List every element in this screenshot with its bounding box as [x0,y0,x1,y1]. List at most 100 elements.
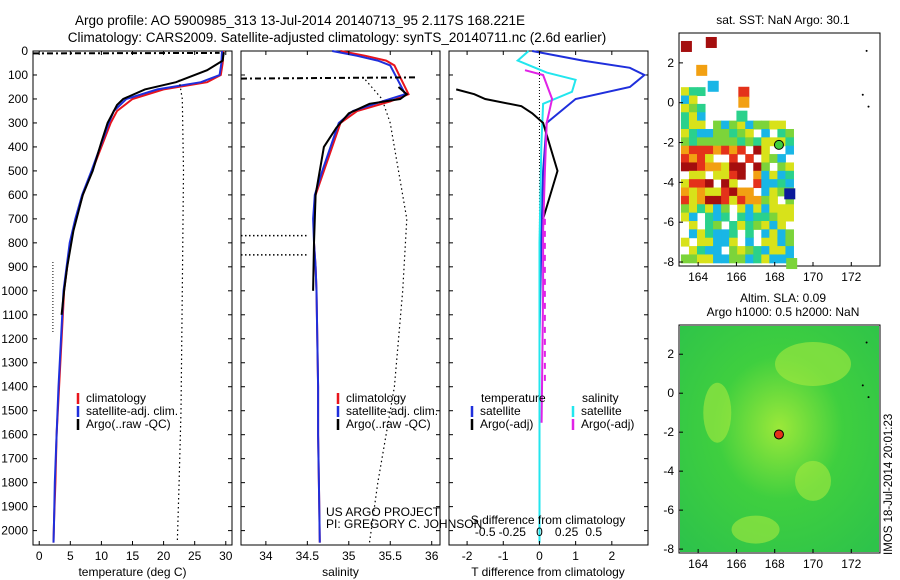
sst-cell [721,179,730,189]
x-tick-label: 34 [259,549,273,563]
sst-cell [753,162,762,172]
legend-label: Argo(-adj) [581,417,634,431]
sst-cell [769,179,778,189]
sst-cell [721,187,730,197]
sst-cell [729,195,738,205]
series-line-salinity-argo-adj- [524,69,554,423]
sst-cell [737,170,746,180]
y-tick-label: -6 [663,215,674,229]
sst-cell [729,179,738,189]
sst-cell [696,128,706,138]
x-tick-label: 2 [608,549,615,563]
sst-cell [753,145,762,155]
sst-cell [745,128,754,138]
sst-cell [729,254,738,264]
island-dot [865,341,868,344]
series-line-argo-adj- [455,88,559,220]
x-tick-label: 170 [803,557,823,571]
sst-cell [785,145,794,155]
sst-map-title: sat. SST: NaN Argo: 30.1 [716,13,850,27]
sst-cell [721,137,730,147]
sst-cell [761,220,770,230]
y-tick-label: 800 [8,236,28,250]
sst-cell [688,128,698,138]
title-line-1: Argo profile: AO 5900985_313 13-Jul-2014… [75,13,525,28]
sst-map-panel: 164 166 168 170 172 2 0 -2 -4 -6 -8 sat. SST: NaN A… [663,13,881,284]
sst-cell [729,154,738,163]
plot-frame [448,50,649,546]
x-tick-label: 34.5 [296,549,320,563]
sst-cell [721,170,730,180]
y-tick-label: -2 [663,136,674,150]
y-tick-label: 300 [8,116,28,130]
sst-cell [721,120,730,130]
x-tick-label: 166 [726,270,746,284]
legend-label: satellite [581,404,622,418]
y-tick-label: 0 [667,96,674,110]
sst-cell [721,195,730,205]
sst-cell [696,103,706,113]
series-line-argo-raw-qc- [60,52,225,315]
sst-cell [729,229,738,239]
sst-cell [737,254,746,264]
y-tick-label: 1600 [1,428,28,442]
sst-cell [769,170,778,180]
sst-cell [761,120,770,130]
sst-cell [729,170,738,180]
sst-cell [737,187,746,197]
sst-cell [785,195,794,205]
legend-header: temperature [481,391,546,405]
sst-cell [688,246,698,255]
sst-cell [769,237,778,247]
sst-cell [785,137,794,147]
x-tick-label: 166 [726,557,746,571]
sst-cell [761,179,770,189]
sst-cell [729,246,738,255]
sst-cell [680,179,690,189]
argo-location-marker [773,429,784,440]
sst-cell [769,187,778,197]
y-tick-label: 400 [8,140,28,154]
sst-cell [769,254,778,264]
sst-cell [761,137,770,147]
sst-cell [680,40,692,52]
sst-cell [713,120,722,130]
sst-cell [688,254,698,264]
sst-cell [761,195,770,205]
sst-cell [777,128,786,138]
sst-cell [745,204,754,214]
sst-cell [753,137,762,147]
sst-cell [680,187,690,197]
sst-cell [769,229,778,239]
series-line-salinity-satellite [515,50,577,543]
sst-cell [753,120,762,130]
sst-cell [785,246,794,255]
sst-cell [705,145,714,155]
sst-cell [705,179,714,189]
y-tick-label: 0 [21,44,28,58]
x-tick-label: -1 [498,549,509,563]
sst-cell [696,145,706,155]
sst-cell [680,120,690,130]
sst-cell [777,179,786,189]
y-tick-label: 1400 [1,380,28,394]
sst-cell [705,154,714,163]
plot-frame [240,50,441,546]
sst-cell [696,64,708,76]
x-tick-label: 15 [126,549,140,563]
sst-cell [777,254,786,264]
x-axis-label: temperature (deg C) [78,565,186,579]
sst-cell [761,170,770,180]
sst-cell [696,137,706,147]
sst-cell [680,103,690,113]
sla-feature [795,460,831,501]
x-tick-label: 35 [342,549,356,563]
sst-cell [680,254,690,264]
sst-cell [761,145,770,155]
sst-cell [680,95,690,105]
x-tick-label: 25 [188,549,202,563]
sst-cell [737,128,746,138]
sst-cell [713,254,722,264]
sst-cell [737,145,746,155]
sst-cell [769,154,778,163]
